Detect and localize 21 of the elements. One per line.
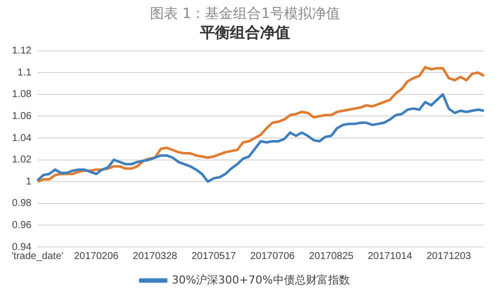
x-tick-label: 20170706: [250, 250, 296, 262]
y-tick-label: 1.04: [12, 132, 32, 144]
y-tick-label: 1.02: [12, 154, 32, 166]
x-tick-label: 20170206: [74, 250, 119, 262]
x-tick-label: 'trade_date': [12, 250, 64, 262]
chart-subtitle: 平衡组合净值: [199, 24, 290, 42]
x-tick-label: 20170328: [132, 250, 178, 262]
y-tick-label: 1.08: [12, 89, 32, 100]
x-tick-label: 20171014: [368, 250, 413, 262]
y-tick-label: 1.1: [18, 67, 32, 78]
y-tick-label: 0.94: [12, 242, 32, 253]
y-tick-label: 1.06: [12, 110, 32, 122]
y-tick-label: 1.12: [12, 46, 32, 57]
x-tick-label: 20170517: [191, 250, 236, 262]
y-tick-label: 1: [26, 176, 32, 188]
y-tick-label: 0.98: [12, 198, 32, 210]
y-tick-label: 0.96: [12, 220, 32, 231]
chart-title: 图表 1：基金组合1号模拟净值: [150, 6, 340, 22]
legend-label: 30%沪深300+70%中债总财富指数: [172, 273, 350, 286]
x-tick-label: 20170825: [308, 250, 354, 262]
x-tick-label: 20171203: [426, 250, 472, 262]
